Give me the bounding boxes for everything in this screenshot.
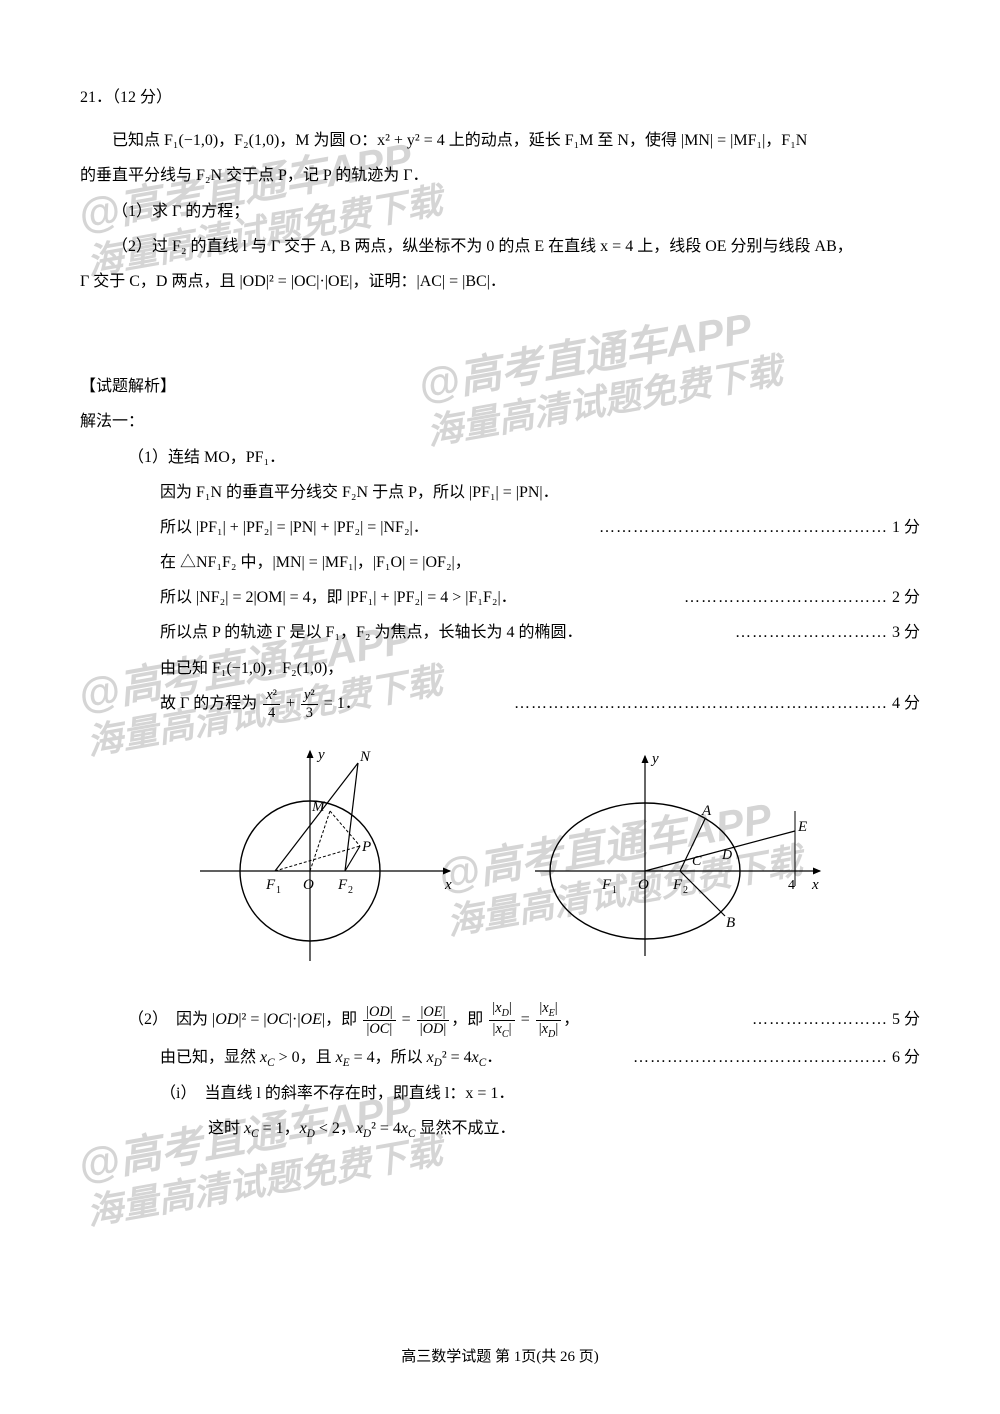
line-text: 故 Γ 的方程为 x²4 + y²3 = 1． — [160, 686, 361, 721]
svg-text:O: O — [303, 877, 314, 893]
part1-intro: （1）连结 MO，PF₁． — [80, 440, 920, 475]
question-line: 的垂直平分线与 F₂N 交于点 P，记 P 的轨迹为 Γ． — [80, 158, 920, 193]
svg-text:E: E — [797, 819, 807, 835]
page-footer: 高三数学试题 第 1页(共 26 页) — [0, 1341, 1000, 1374]
question-line: 已知点 F₁(−1,0)，F₂(1,0)，M 为圆 O：x² + y² = 4 … — [80, 123, 920, 158]
score: 6 分 — [892, 1040, 920, 1075]
score: 5 分 — [892, 1002, 920, 1037]
svg-text:1: 1 — [612, 885, 617, 896]
leader-dots: …………………… — [579, 1002, 892, 1037]
analysis-line: 因为 F₁N 的垂直平分线交 F₂N 于点 P，所以 |PF₁| = |PN|． — [80, 475, 920, 510]
svg-text:D: D — [721, 848, 732, 863]
question-line: （2）过 F₂ 的直线 l 与 Γ 交于 A, B 两点，纵坐标不为 0 的点 … — [80, 229, 920, 264]
analysis-line: 所以 |PF₁| + |PF₂| = |PN| + |PF₂| = |NF₂|．… — [80, 510, 920, 545]
question-line: Γ 交于 C，D 两点，且 |OD|² = |OC|·|OE|，证明：|AC| … — [80, 264, 920, 299]
analysis-line: 由已知 F₁(−1,0)，F₂(1,0)， — [80, 651, 920, 686]
score: 1 分 — [892, 510, 920, 545]
question-number: 21．（12 分） — [80, 80, 920, 115]
svg-text:F: F — [337, 877, 348, 893]
analysis-line: 故 Γ 的方程为 x²4 + y²3 = 1． …………………………………………… — [80, 686, 920, 721]
question-line: （1）求 Γ 的方程； — [80, 194, 920, 229]
leader-dots: ……………………………………… — [502, 1040, 892, 1075]
analysis-header: 【试题解析】 — [80, 369, 920, 404]
svg-text:P: P — [361, 839, 371, 855]
leader-dots: ……………………………… — [517, 580, 892, 615]
page-content: 21．（12 分） 已知点 F₁(−1,0)，F₂(1,0)，M 为圆 O：x²… — [80, 80, 920, 1147]
figure-2: F1 O F2 x y 4 A B C D E — [530, 741, 810, 971]
svg-text:F: F — [265, 877, 276, 893]
svg-text:O: O — [638, 877, 649, 893]
line-text: 所以 |NF₂| = 2|OM| = 4，即 |PF₁| + |PF₂| = 4… — [160, 580, 517, 615]
svg-text:A: A — [701, 803, 712, 819]
score: 2 分 — [892, 580, 920, 615]
svg-text:B: B — [726, 915, 735, 931]
svg-text:x: x — [444, 877, 452, 893]
svg-text:C: C — [692, 854, 702, 869]
svg-text:M: M — [311, 799, 326, 815]
svg-text:2: 2 — [683, 885, 688, 896]
score: 3 分 — [892, 615, 920, 650]
line-text: 所以 |PF₁| + |PF₂| = |PN| + |PF₂| = |NF₂|． — [160, 510, 429, 545]
leader-dots: …………………………………………… — [429, 510, 892, 545]
svg-text:F: F — [601, 877, 612, 893]
svg-text:4: 4 — [788, 878, 795, 893]
svg-text:F: F — [672, 877, 683, 893]
svg-text:N: N — [359, 749, 371, 765]
analysis-line: 所以点 P 的轨迹 Γ 是以 F₁，F₂ 为焦点，长轴长为 4 的椭圆． ………… — [80, 615, 920, 650]
analysis-line: 这时 xC = 1，xD < 2，xD² = 4xC 显然不成立． — [80, 1111, 920, 1147]
analysis-line: 由已知，显然 xC > 0，且 xE = 4，所以 xD² = 4xC． ………… — [80, 1040, 920, 1076]
svg-text:2: 2 — [348, 885, 353, 896]
leader-dots: ……………………… — [583, 615, 892, 650]
line-text: 由已知，显然 xC > 0，且 xE = 4，所以 xD² = 4xC． — [160, 1040, 502, 1076]
analysis-line: 所以 |NF₂| = 2|OM| = 4，即 |PF₁| + |PF₂| = 4… — [80, 580, 920, 615]
score: 4 分 — [892, 686, 920, 721]
svg-text:x: x — [811, 877, 819, 893]
svg-text:1: 1 — [276, 885, 281, 896]
figure-1: F1 O F2 x y N M P — [190, 741, 470, 971]
figures-row: F1 O F2 x y N M P — [80, 741, 920, 971]
method-label: 解法一： — [80, 404, 920, 439]
analysis-line: （i） 当直线 l 的斜率不存在时，即直线 l：x = 1． — [80, 1076, 920, 1111]
analysis-line: 在 △NF₁F₂ 中，|MN| = |MF₁|，|F₁O| = |OF₂|， — [80, 545, 920, 580]
line-text: 所以点 P 的轨迹 Γ 是以 F₁，F₂ 为焦点，长轴长为 4 的椭圆． — [160, 615, 583, 650]
svg-text:y: y — [650, 751, 659, 767]
line-text: （2） 因为 |OD|² = |OC|·|OE|，即 |OD||OC| = |O… — [128, 1001, 579, 1040]
analysis-line: （2） 因为 |OD|² = |OC|·|OE|，即 |OD||OC| = |O… — [80, 1001, 920, 1040]
leader-dots: ………………………………………………………… — [361, 686, 892, 721]
svg-text:y: y — [316, 747, 325, 763]
